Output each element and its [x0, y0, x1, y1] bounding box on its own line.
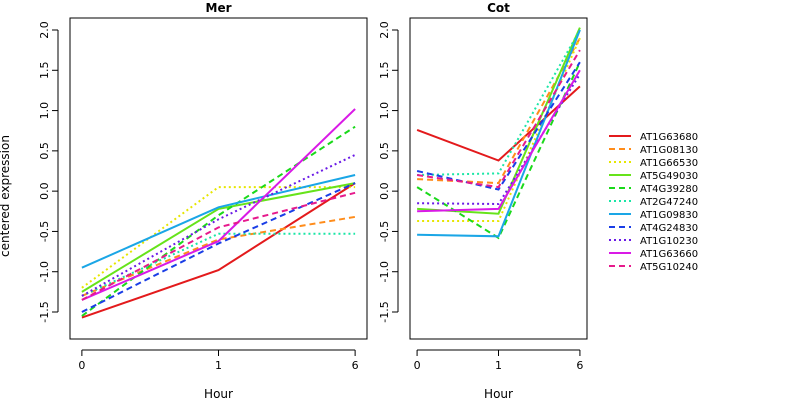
legend-label: AT1G66530	[640, 158, 698, 169]
y-tick-label: 2.0	[378, 21, 391, 39]
series-line-at1g63680	[81, 182, 356, 319]
y-tick-label: -0.5	[378, 221, 391, 242]
series-line-at4g24830	[416, 61, 581, 191]
legend-item: AT1G10230	[609, 236, 698, 247]
series-line-at1g09830	[81, 174, 356, 269]
x-axis-label: Hour	[484, 387, 513, 400]
legend-item: AT4G39280	[609, 184, 698, 195]
y-axis-label: centered expression	[0, 135, 12, 257]
series-line-at4g39280	[81, 125, 356, 317]
y-tick-label: 2.0	[38, 21, 51, 39]
y-tick-label: 0.0	[38, 182, 51, 200]
x-tick-label: 1	[495, 359, 502, 372]
series-line-at1g66530	[417, 37, 581, 222]
legend-label: AT1G63680	[640, 132, 698, 143]
legend-label: AT5G10240	[640, 262, 698, 273]
legend-label: AT4G24830	[640, 223, 698, 234]
panel-mer: Mer 0 1 6 Hour -1.5 -1.0 -0.5 0.0 0.5 1.0 1.5 2.0	[38, 1, 368, 400]
series-line-at1g10230	[81, 153, 356, 297]
x-tick-label: 6	[352, 359, 359, 372]
legend-label: AT1G10230	[640, 236, 698, 247]
legend-item: AT1G08130	[609, 145, 698, 156]
x-tick-label: 6	[576, 359, 583, 372]
series-line-at1g08130	[417, 37, 581, 185]
y-tick-label: -1.5	[38, 301, 51, 322]
series-line-at4g39280	[416, 61, 581, 240]
series-line-at1g10230	[417, 73, 581, 206]
legend-label: AT5G49030	[640, 171, 698, 182]
plot-frame	[69, 17, 368, 340]
legend-item: AT4G24830	[609, 223, 698, 234]
series-line-at5g49030	[81, 182, 356, 293]
legend-item: AT1G63680	[609, 132, 698, 143]
series-line-at1g09830	[417, 29, 581, 238]
legend-label: AT2G47240	[640, 197, 698, 208]
y-tick-label: -1.0	[38, 261, 51, 282]
panel-title: Cot	[487, 1, 510, 15]
series-line-at5g10240	[81, 191, 356, 301]
panel-title: Mer	[206, 1, 232, 15]
plot-frame	[409, 17, 588, 340]
y-tick-label: 1.0	[378, 102, 391, 120]
legend-item: AT5G10240	[609, 262, 698, 273]
y-tick-label: -0.5	[38, 221, 51, 242]
y-tick-label: 0.0	[378, 182, 391, 200]
series-line-at1g63660	[81, 108, 356, 301]
series-line-at4g24830	[81, 182, 356, 313]
legend-item: AT5G49030	[609, 171, 698, 182]
y-tick-label: 0.5	[38, 142, 51, 160]
panel-cot: Cot 0 1 6 Hour -1.5 -1.0 -0.5 0.0 0.5 1.0 1.5 2.0	[378, 1, 588, 400]
y-tick-label: 1.5	[378, 62, 391, 80]
series-line-at1g63660	[417, 69, 581, 213]
legend-label: AT1G63660	[640, 249, 698, 260]
legend-label: AT1G08130	[640, 145, 698, 156]
y-tick-label: 1.5	[38, 62, 51, 80]
series-line-at1g63680	[416, 85, 581, 162]
x-tick-label: 0	[78, 359, 85, 372]
series-line-at5g10240	[416, 49, 581, 189]
legend-item: AT2G47240	[609, 197, 698, 208]
legend-item: AT1G66530	[609, 158, 698, 169]
y-tick-label: 1.0	[38, 102, 51, 120]
series-line-at1g66530	[81, 186, 356, 289]
series-line-at1g08130	[81, 215, 356, 297]
legend: AT1G63680 AT1G08130 AT1G66530 AT5G49030 AT4G…	[609, 132, 698, 273]
y-tick-label: -1.5	[378, 301, 391, 322]
legend-label: AT4G39280	[640, 184, 698, 195]
x-axis-label: Hour	[204, 387, 233, 400]
x-tick-label: 1	[215, 359, 222, 372]
x-tick-label: 0	[414, 359, 421, 372]
legend-item: AT1G09830	[609, 210, 698, 221]
y-tick-label: -1.0	[378, 261, 391, 282]
y-tick-label: 0.5	[378, 142, 391, 160]
legend-item: AT1G63660	[609, 249, 698, 260]
legend-label: AT1G09830	[640, 210, 698, 221]
series-line-at2g47240	[417, 29, 581, 176]
